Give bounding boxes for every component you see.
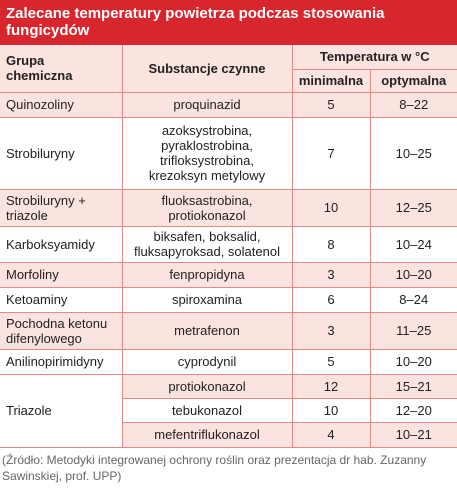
table-row: Morfoliny fenpropidyna 3 10–20: [0, 261, 457, 288]
group-name: Morfoliny: [0, 261, 123, 288]
min-temp: 5: [291, 91, 371, 118]
opt-temp: 10–25: [369, 116, 457, 190]
min-temp: 6: [291, 286, 371, 313]
opt-temp: 8–22: [369, 91, 457, 118]
header-substance: Substancje czynne: [121, 45, 293, 93]
min-temp: 8: [291, 225, 371, 263]
opt-temp: 11–25: [369, 311, 457, 350]
substance: fenpropidyna: [121, 261, 293, 288]
table-row: Karboksyamidy biksafen, boksalid, fluksap…: [0, 225, 457, 263]
header-group: Grupa chemiczna: [0, 45, 123, 93]
table-row: tebukonazol 10 12–20: [0, 397, 457, 423]
opt-temp: 15–21: [369, 373, 457, 399]
min-temp: 7: [291, 116, 371, 190]
table-row: Quinozoliny proquinazid 5 8–22: [0, 91, 457, 118]
table-body: Quinozoliny proquinazid 5 8–22 Strobiluryny a…: [0, 91, 457, 448]
table-row: Ketoaminy spiroxamina 6 8–24: [0, 286, 457, 313]
opt-temp: 10–20: [369, 348, 457, 375]
table-row: mefentriflukonazol 4 10–21: [0, 421, 457, 448]
substance: spiroxamina: [121, 286, 293, 313]
group-name: Strobiluryny: [0, 116, 123, 190]
group-name: Quinozoliny: [0, 91, 123, 118]
min-temp: 10: [291, 188, 371, 227]
min-temp: 4: [291, 421, 371, 448]
substance: proquinazid: [121, 91, 293, 118]
title: Zalecane temperatury powietrza podczas s…: [0, 0, 457, 45]
substance: metrafenon: [121, 311, 293, 350]
group-name: Pochodna ketonu difenylowego: [0, 311, 123, 350]
source: (Źródło: Metodyki integrowanej ochrony r…: [2, 452, 427, 483]
table-row: Pochodna ketonu difenylowego metrafenon 3 1…: [0, 311, 457, 350]
group-name: Strobiluryny + triazole: [0, 188, 123, 227]
table-row: Strobiluryny azoksystrobina, pyraklostrob…: [0, 116, 457, 190]
table-row: Triazole protiokonazol 12 15–21: [0, 373, 457, 448]
opt-temp: 12–20: [369, 397, 457, 423]
min-temp: 10: [291, 397, 371, 423]
min-temp: 3: [291, 311, 371, 350]
group-name: Ketoaminy: [0, 286, 123, 313]
group-name: Karboksyamidy: [0, 225, 123, 263]
group-name: Anilinopirimidyny: [0, 348, 123, 375]
table-row: Anilinopirimidyny cyprodynil 5 10–20: [0, 348, 457, 375]
substance: protiokonazol: [121, 373, 293, 399]
substance: tebukonazol: [122, 397, 293, 423]
substance: biksafen, boksalid, fluksapyroksad, sola…: [121, 225, 293, 263]
header-min: minimalna: [292, 68, 371, 93]
table-row: Strobiluryny + triazole fluoksastrobina, …: [0, 188, 457, 227]
group-name: Triazole: [0, 373, 123, 448]
opt-temp: 10–20: [369, 261, 457, 288]
opt-temp: 10–21: [369, 421, 457, 448]
opt-temp: 8–24: [369, 286, 457, 313]
substance: azoksystrobina, pyraklostrobina, triflok…: [121, 116, 293, 190]
header-temperature: Temperatura w °C: [291, 45, 457, 70]
substance: mefentriflukonazol: [122, 421, 293, 448]
table: Grupa chemiczna Substancje czynne Temperat…: [0, 45, 457, 448]
opt-temp: 10–24: [369, 225, 457, 263]
min-temp: 3: [291, 261, 371, 288]
substance: fluoksastrobina, protiokonazol: [121, 188, 293, 227]
substance: cyprodynil: [121, 348, 293, 375]
opt-temp: 12–25: [369, 188, 457, 227]
min-temp: 12: [291, 373, 371, 399]
min-temp: 5: [291, 348, 371, 375]
header-opt: optymalna: [369, 68, 457, 93]
